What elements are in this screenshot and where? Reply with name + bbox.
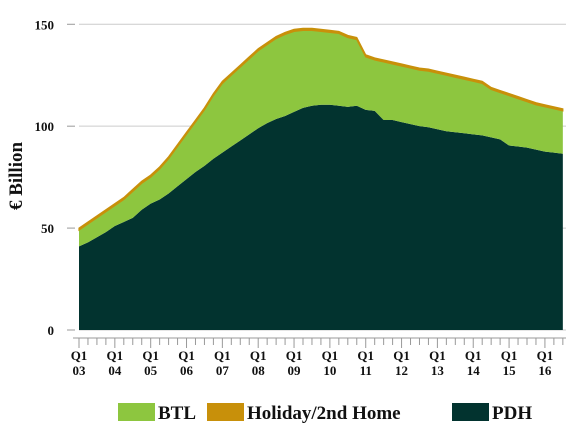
y-tick-label: 50 bbox=[41, 221, 54, 236]
x-tick-label: Q1 16 bbox=[537, 348, 554, 378]
x-tick-label: Q1 13 bbox=[429, 348, 446, 378]
x-tick-label: Q1 15 bbox=[501, 348, 518, 378]
area bbox=[79, 104, 563, 330]
legend-label: PDH bbox=[492, 403, 532, 424]
x-tick-label: Q1 14 bbox=[465, 348, 482, 378]
area bbox=[79, 30, 563, 247]
y-tick-label: 0 bbox=[48, 323, 55, 338]
x-tick-label: Q1 06 bbox=[178, 348, 195, 378]
x-tick-label: Q1 04 bbox=[107, 348, 124, 378]
x-tick-label: Q1 09 bbox=[286, 348, 303, 378]
area bbox=[78, 27, 564, 232]
x-tick-label: Q1 12 bbox=[393, 348, 410, 378]
x-tick-label: Q1 07 bbox=[214, 348, 231, 378]
legend-label: Holiday/2nd Home bbox=[247, 403, 401, 424]
y-tick-label: 150 bbox=[35, 17, 55, 32]
y-axis-label: € Billion bbox=[6, 142, 27, 211]
legend-swatch bbox=[452, 403, 489, 421]
legend-swatch bbox=[118, 403, 155, 421]
legend-label: BTL bbox=[158, 403, 196, 424]
y-tick-label: 100 bbox=[35, 119, 55, 134]
x-tick-label: Q1 08 bbox=[250, 348, 267, 378]
x-tick-label: Q1 10 bbox=[322, 348, 339, 378]
x-tick-label: Q1 03 bbox=[71, 348, 88, 378]
x-tick-label: Q1 11 bbox=[357, 348, 374, 378]
x-tick-label: Q1 05 bbox=[142, 348, 159, 378]
legend-swatch bbox=[207, 403, 244, 421]
